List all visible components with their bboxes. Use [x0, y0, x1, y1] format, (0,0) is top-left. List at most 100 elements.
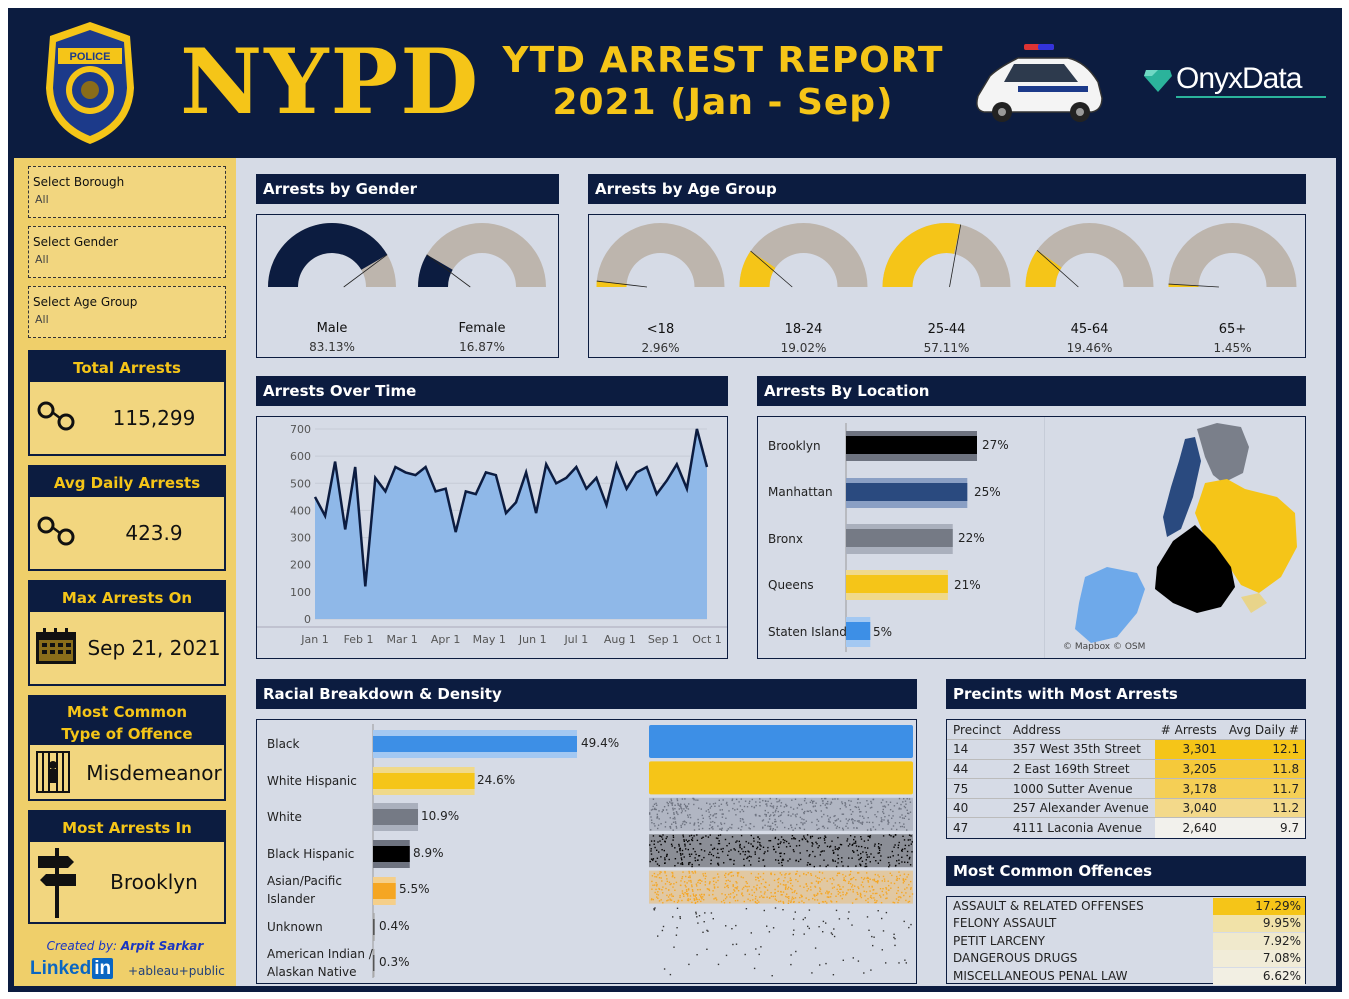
- density-dot: [872, 944, 874, 947]
- density-dot: [759, 801, 761, 803]
- density-dot: [732, 885, 734, 887]
- race-bar: [373, 919, 375, 935]
- density-dot: [694, 895, 696, 897]
- density-dot: [733, 802, 735, 805]
- density-dot: [765, 815, 767, 817]
- table-row[interactable]: 14 357 West 35th Street 3,301 12.1: [947, 739, 1306, 760]
- gender-panel-title: Arrests by Gender: [256, 174, 559, 204]
- race-bar-chart[interactable]: [257, 720, 637, 983]
- density-dot: [883, 878, 886, 880]
- density-dot: [716, 856, 718, 859]
- density-dot: [797, 860, 800, 863]
- filter-gender-value[interactable]: All: [35, 253, 49, 266]
- credit-author[interactable]: Arpit Sarkar: [120, 939, 204, 953]
- offence-row[interactable]: DANGEROUS DRUGS 7.08%: [947, 950, 1305, 968]
- density-dot: [806, 885, 808, 887]
- density-dot: [684, 805, 687, 807]
- density-dot: [822, 802, 824, 805]
- filter-gender[interactable]: Select Gender All: [28, 226, 226, 278]
- density-dot: [909, 811, 912, 813]
- density-dot: [657, 935, 659, 937]
- precinct-avg: 12.1: [1222, 739, 1306, 760]
- density-dot: [688, 862, 690, 864]
- density-dot: [690, 881, 692, 883]
- filter-borough-label: Select Borough: [33, 175, 125, 189]
- density-dot: [758, 860, 760, 862]
- density-dot: [866, 829, 869, 831]
- density-dot: [682, 821, 684, 823]
- density-dot: [800, 803, 803, 806]
- density-dot: [795, 873, 797, 875]
- offence-row[interactable]: ASSAULT & RELATED OFFENSES 17.29%: [947, 898, 1305, 915]
- density-dot: [874, 828, 877, 831]
- density-dot: [870, 800, 872, 803]
- density-dot: [895, 898, 898, 900]
- table-row[interactable]: 75 1000 Sutter Avenue 3,178 11.7: [947, 778, 1306, 799]
- density-dot: [670, 883, 672, 885]
- density-dot: [784, 876, 786, 879]
- density-dot: [755, 801, 757, 803]
- density-dot: [712, 918, 714, 920]
- kpi-total-arrests: Total Arrests 115,299: [28, 350, 226, 456]
- precinct-number: 47: [953, 821, 969, 836]
- offence-row[interactable]: FELONY ASSAULT 9.95%: [947, 915, 1305, 933]
- density-dot: [773, 879, 776, 882]
- density-dot: [759, 844, 761, 846]
- density-dot: [657, 891, 659, 893]
- col-precinct[interactable]: Precinct: [953, 722, 1001, 737]
- header: POLICE NYPD YTD ARREST REPORT 2021 (Jan …: [8, 8, 1342, 158]
- density-dot: [720, 848, 722, 850]
- density-dot: [717, 876, 720, 878]
- density-dot: [720, 803, 723, 805]
- density-dot: [854, 806, 856, 808]
- filter-borough[interactable]: Select Borough All: [28, 166, 226, 218]
- density-dot: [701, 814, 703, 817]
- age-gauge: [739, 223, 868, 288]
- density-dot: [708, 828, 711, 830]
- filter-age-group[interactable]: Select Age Group All: [28, 286, 226, 338]
- density-dot: [696, 901, 699, 903]
- density-dot: [868, 821, 871, 824]
- density-dot: [663, 806, 666, 808]
- density-dot: [768, 931, 771, 933]
- offence-row[interactable]: PETIT LARCENY 7.92%: [947, 932, 1305, 950]
- density-dot: [903, 798, 905, 800]
- density-dot: [809, 863, 812, 866]
- report-title-line1: YTD ARREST REPORT: [502, 40, 944, 81]
- location-bar-chart[interactable]: [758, 417, 1044, 658]
- density-dot: [834, 815, 836, 817]
- density-dot: [820, 810, 822, 812]
- density-dot: [830, 801, 832, 803]
- col-arrests[interactable]: # Arrests: [1160, 722, 1217, 737]
- density-dot: [816, 899, 819, 901]
- density-dot: [859, 811, 861, 813]
- density-dot: [877, 874, 879, 876]
- density-dot: [864, 805, 867, 807]
- density-dot: [677, 862, 679, 864]
- density-dot: [697, 818, 699, 821]
- density-dot: [766, 805, 768, 807]
- table-row[interactable]: 47 4111 Laconia Avenue 2,640 9.7: [947, 817, 1306, 838]
- density-dot: [757, 877, 759, 879]
- density-dot: [656, 857, 659, 859]
- linkedin-logo[interactable]: Linked in: [30, 958, 114, 980]
- over-time-panel-title: Arrests Over Time: [256, 376, 728, 406]
- col-address[interactable]: Address: [1012, 722, 1061, 737]
- kpi-common-offence: Most Common Type of Offence Misdemeanor: [28, 695, 226, 801]
- gauge-track: [1168, 223, 1297, 287]
- density-dot: [732, 943, 734, 946]
- density-dot: [846, 892, 848, 894]
- filter-borough-value[interactable]: All: [35, 193, 49, 206]
- tableau-public-logo[interactable]: +ableau+public: [128, 964, 225, 978]
- density-strip: [649, 725, 913, 758]
- col-avg-daily[interactable]: Avg Daily #: [1228, 722, 1300, 737]
- nyc-borough-map[interactable]: © Mapbox © OSM: [1045, 417, 1307, 658]
- table-row[interactable]: 44 2 East 169th Street 3,205 11.8: [947, 759, 1306, 779]
- offence-row[interactable]: MISCELLANEOUS PENAL LAW 6.62%: [947, 967, 1305, 985]
- density-dot: [882, 930, 885, 932]
- filter-age-value[interactable]: All: [35, 313, 49, 326]
- kpi-total-body: 115,299: [30, 382, 224, 454]
- gauge-needle: [343, 254, 388, 288]
- table-row[interactable]: 40 257 Alexander Avenue 3,040 11.2: [947, 798, 1306, 818]
